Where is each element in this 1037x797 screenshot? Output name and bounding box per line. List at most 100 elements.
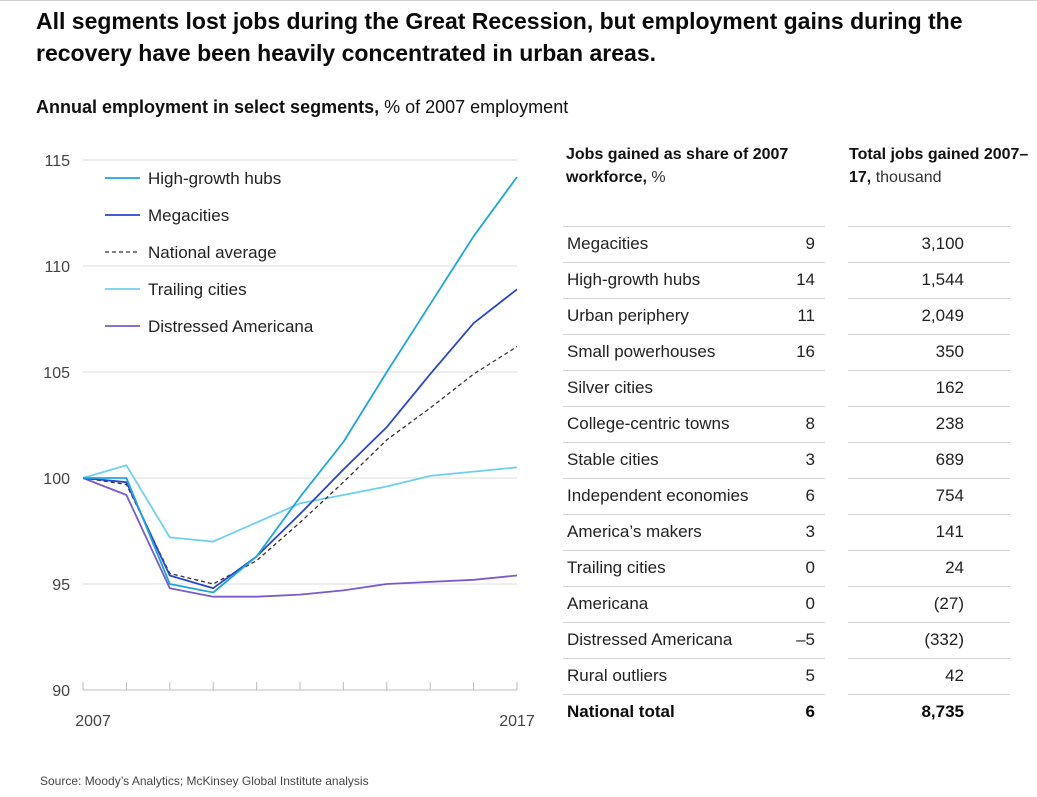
row-separator (563, 370, 825, 371)
legend-label: Megacities (148, 206, 229, 225)
table-row: Rural outliers 5 (567, 658, 815, 694)
table-total-row: National total 6 (567, 694, 815, 730)
row-separator (563, 622, 825, 623)
total-jobs-value: 1,544 (921, 270, 964, 289)
share-value: 3 (805, 450, 815, 469)
y-tick-label: 105 (43, 365, 70, 382)
row-separator (848, 406, 1010, 407)
share-column-header: Jobs gained as share of 2007 workforce, … (566, 143, 796, 189)
segment-name: Silver cities (567, 378, 653, 397)
table-row: Urban periphery 11 (567, 298, 815, 334)
row-separator (563, 658, 825, 659)
row-separator (848, 226, 1010, 227)
segment-name: Independent economies (567, 486, 749, 505)
total-jobs-value: 8,735 (921, 702, 964, 721)
row-separator (563, 226, 825, 227)
y-tick-label: 115 (44, 153, 70, 170)
row-separator (563, 550, 825, 551)
series-line-distressed-americana (82, 477, 518, 598)
segment-name: Stable cities (567, 450, 659, 469)
row-separator (848, 478, 1010, 479)
row-separator (563, 334, 825, 335)
segment-name: Distressed Americana (567, 630, 733, 649)
total-jobs-value: (332) (924, 630, 964, 649)
table-row: Trailing cities 0 (567, 550, 815, 586)
total-cell: 2,049 (848, 298, 1010, 334)
chart-title: All segments lost jobs during the Great … (36, 8, 963, 66)
total-cell: 238 (848, 406, 1010, 442)
top-rule (0, 0, 1037, 1)
row-separator (563, 514, 825, 515)
total-cell: 754 (848, 478, 1010, 514)
series-line-high-growth-hubs (83, 176, 518, 594)
legend-label: High-growth hubs (148, 169, 281, 188)
total-jobs-value: 162 (935, 378, 964, 397)
share-value: 0 (805, 594, 815, 613)
table-row: America’s makers 3 (567, 514, 815, 550)
share-header-bold: Jobs gained as share of 2007 workforce, (566, 146, 789, 186)
table-row: College-centric towns 8 (567, 406, 815, 442)
x-tick-label: 2017 (499, 713, 535, 730)
total-cell: 689 (848, 442, 1010, 478)
share-value: –5 (796, 630, 815, 649)
total-cell: 8,735 (848, 694, 1010, 730)
table-row: High-growth hubs 14 (567, 262, 815, 298)
total-jobs-value: 24 (945, 558, 964, 577)
segment-name: High-growth hubs (567, 270, 701, 289)
table-row: Silver cities (567, 370, 815, 406)
row-separator (848, 442, 1010, 443)
table-row: Stable cities 3 (567, 442, 815, 478)
total-jobs-value: 754 (935, 486, 964, 505)
segment-name: Rural outliers (567, 666, 668, 685)
total-header-bold: Total jobs gained 2007–17, (849, 146, 1029, 186)
share-value: 5 (805, 666, 815, 685)
total-column-header: Total jobs gained 2007–17, thousand (849, 143, 1029, 189)
share-value: 6 (805, 486, 815, 505)
row-separator (563, 262, 825, 263)
chart-subtitle: Annual employment in select segments, % … (36, 97, 568, 118)
share-value: 6 (805, 702, 815, 721)
subtitle-bold: Annual employment in select segments, (36, 97, 380, 117)
share-value: 11 (797, 306, 815, 325)
row-separator (563, 478, 825, 479)
share-value: 0 (805, 558, 815, 577)
row-separator (848, 622, 1010, 623)
row-separator (848, 586, 1010, 587)
legend-label: National average (148, 243, 277, 262)
segment-name: Small powerhouses (567, 342, 716, 361)
x-tick-label: 2007 (75, 713, 111, 730)
segment-name: Americana (567, 594, 649, 613)
table-row: Small powerhouses 16 (567, 334, 815, 370)
total-jobs-value: (27) (933, 594, 964, 613)
total-cell: (27) (848, 586, 1010, 622)
y-tick-label: 90 (52, 683, 70, 700)
share-value: 3 (805, 522, 815, 541)
segment-name: Megacities (567, 234, 649, 253)
total-jobs-value: 350 (935, 342, 964, 361)
legend-label: Trailing cities (148, 280, 247, 299)
segment-name: Urban periphery (567, 306, 689, 325)
segment-name: College-centric towns (567, 414, 730, 433)
row-separator (848, 334, 1010, 335)
line-chart: 90 95 100 105 110 115 2007 2017 High-growth hubs… (43, 153, 535, 730)
series-line-megacities (82, 288, 518, 590)
row-separator (563, 442, 825, 443)
row-separator (563, 406, 825, 407)
row-separator (848, 694, 1010, 695)
y-tick-label: 100 (43, 471, 70, 488)
row-separator (848, 658, 1010, 659)
total-cell: 42 (848, 658, 1010, 694)
total-cell: 350 (848, 334, 1010, 370)
total-cell: 141 (848, 514, 1010, 550)
y-tick-label: 95 (52, 577, 70, 594)
total-cell: 162 (848, 370, 1010, 406)
row-separator (848, 550, 1010, 551)
share-value: 14 (796, 270, 815, 289)
legend-label: Distressed Americana (148, 317, 314, 336)
total-cell: 24 (848, 550, 1010, 586)
row-separator (848, 370, 1010, 371)
table-row: Distressed Americana –5 (567, 622, 815, 658)
y-tick-label: 110 (44, 259, 70, 276)
total-jobs-value: 141 (935, 522, 964, 541)
row-separator (848, 262, 1010, 263)
